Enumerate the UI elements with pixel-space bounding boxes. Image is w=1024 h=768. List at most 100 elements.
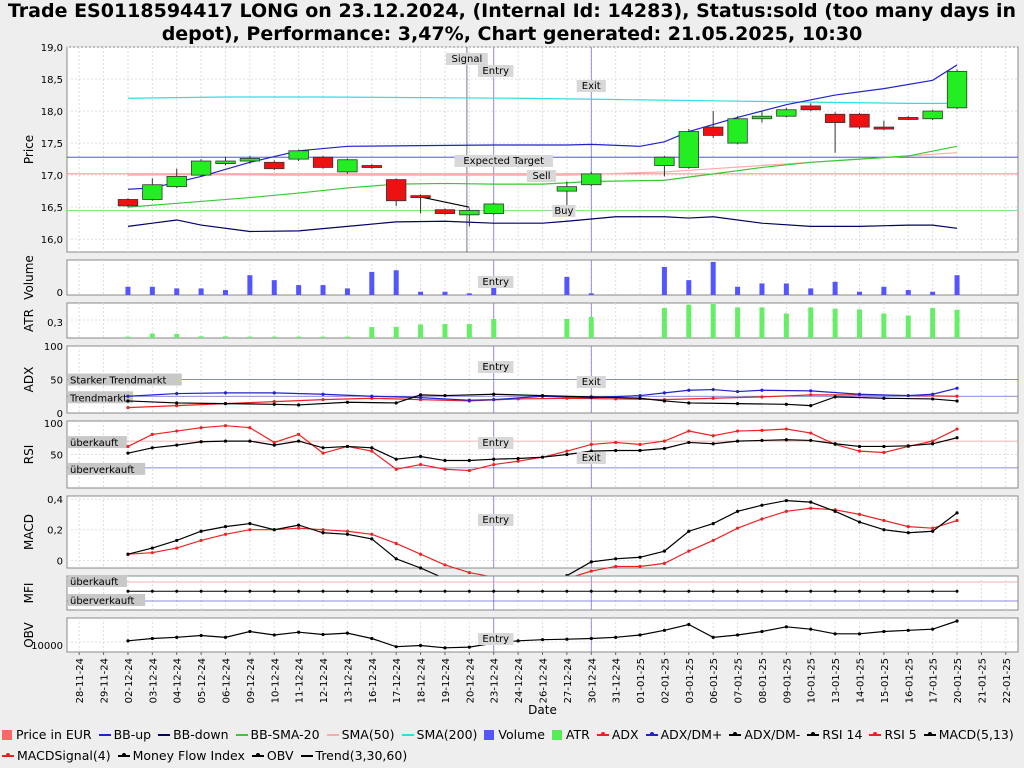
adx-label-entry: Entry — [482, 362, 509, 373]
x-tick-label: 10-01-25 — [807, 658, 818, 703]
candle — [556, 186, 578, 192]
rsi5-line-point — [882, 450, 886, 455]
macd-signal-line-point — [345, 529, 350, 533]
dmplus-line-point — [760, 388, 764, 392]
volume-bar — [735, 286, 741, 295]
obv-line-point — [199, 633, 203, 638]
obv-line-point — [687, 622, 691, 627]
candle — [264, 161, 285, 170]
rsi-label-oversold-bg — [68, 462, 146, 475]
atr-bar — [125, 336, 131, 338]
macd-signal-line-point — [297, 526, 301, 530]
volume-bar — [564, 276, 570, 295]
volume-bar — [344, 288, 350, 295]
obv-line-point — [906, 628, 910, 632]
rsi14-line-point — [345, 444, 350, 449]
rsi-label-overbought: überkauft — [70, 438, 118, 449]
mfi-point — [858, 589, 861, 593]
macd-line-point — [687, 529, 691, 533]
rsi14-line-point — [906, 444, 910, 448]
macd-line-point — [931, 529, 935, 533]
atr-bar — [564, 318, 570, 338]
rsi5-line-point — [394, 467, 398, 471]
candle — [946, 70, 968, 109]
macd-signal-line-point — [248, 528, 252, 532]
legend-swatch — [235, 733, 248, 736]
legend-label: BB-SMA-20 — [250, 727, 320, 742]
candle — [166, 176, 187, 188]
atr-bar — [661, 308, 667, 338]
legend-swatch — [2, 729, 12, 740]
mfi-point — [662, 589, 666, 593]
rsi5-line-point — [809, 431, 813, 435]
bb-down-line — [127, 216, 958, 233]
candle — [142, 184, 163, 200]
x-axis-label: Date — [528, 703, 557, 717]
obv-line-point — [150, 636, 154, 641]
rsi-label-exit-bg — [576, 452, 606, 464]
candle — [410, 195, 431, 199]
rsi14-line-point — [467, 458, 471, 463]
macd-line-point — [370, 537, 374, 541]
candle — [215, 160, 236, 164]
x-tick-label: 24-12-24 — [514, 658, 525, 703]
rsi14-line-point — [321, 446, 325, 450]
obv-line-point — [760, 629, 764, 634]
adx-line-point — [760, 395, 764, 399]
x-tick-label: 17-12-24 — [392, 658, 403, 703]
legend-item: OBV — [251, 748, 294, 763]
price-ylabel: Price — [22, 135, 36, 164]
macd-signal-line-point — [662, 561, 667, 566]
volume-label-entry-bg — [477, 276, 514, 288]
macd-line-point — [175, 538, 179, 543]
rsi14-line-point — [540, 455, 545, 459]
rsi-label-overbought-bg — [68, 436, 127, 449]
mfi-point — [784, 589, 788, 593]
legend-item: ATR — [551, 727, 590, 742]
obv-line-point — [857, 632, 862, 636]
legend-item: RSI 14 — [807, 727, 862, 742]
macd-line-point — [199, 529, 203, 533]
rsi14-line-point — [809, 438, 813, 443]
dmplus-line-point — [175, 391, 179, 396]
mfi-point — [248, 589, 252, 593]
rsi14-line-point — [272, 443, 276, 447]
legend-swatch — [807, 731, 820, 736]
obv-line-point — [589, 636, 593, 641]
mfi-point — [736, 589, 740, 593]
obv-label-entry: Entry — [482, 634, 509, 645]
obv-line-point — [516, 639, 520, 643]
candle — [386, 179, 407, 202]
legend-swatch — [2, 752, 14, 757]
mfi-label-oversold: überverkauft — [70, 596, 135, 607]
macd-signal-line-point — [760, 517, 764, 521]
mfi-point — [199, 589, 203, 593]
price-label-entry: Entry — [482, 66, 509, 77]
rsi14-line-point — [394, 457, 398, 461]
macd-line-point — [126, 552, 130, 556]
legend-swatch — [729, 731, 742, 736]
dmplus-line-point — [370, 394, 374, 398]
legend-swatch — [158, 733, 171, 736]
legend-item: Trend(3,30,60) — [300, 748, 407, 763]
rsi5-line-point — [467, 468, 471, 473]
mfi-point — [224, 589, 227, 593]
volume-bar — [857, 291, 862, 295]
mfi-point — [272, 589, 276, 593]
candle — [654, 156, 675, 166]
x-tick-label: 18-12-24 — [417, 658, 428, 703]
mfi-point — [541, 589, 544, 593]
mfi-point — [589, 589, 593, 593]
atr-bar — [808, 307, 814, 338]
x-tick-label: 11-12-24 — [295, 658, 306, 703]
dmminus-line-point — [735, 402, 740, 406]
price-label-signal-bg — [446, 53, 488, 65]
adx-label-strong-trend-bg — [68, 373, 182, 386]
candle — [800, 105, 821, 111]
macd-signal-line-point — [370, 532, 374, 536]
macd-line-point — [345, 532, 350, 536]
dmplus-line — [127, 387, 958, 401]
rsi-ytick: 100 — [44, 419, 63, 430]
dmplus-line-point — [321, 392, 325, 396]
obv-line-point — [565, 637, 569, 641]
